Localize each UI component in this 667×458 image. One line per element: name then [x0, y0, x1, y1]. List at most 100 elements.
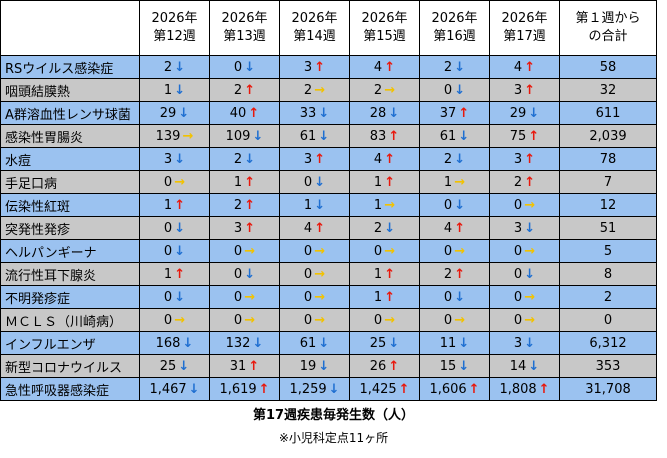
count-value: 1	[303, 197, 313, 213]
weekly-count-cell: 0 ↓	[139, 285, 210, 309]
weekly-count-cell: 28 ↓	[349, 101, 420, 125]
count-value: 3	[513, 335, 523, 351]
weekly-count-cell: 3 ↓	[489, 331, 560, 355]
table-row: 手足口病 0 → 1 ↑ 0 ↓ 1 ↑ 1 → 2 ↑ 7	[0, 170, 657, 194]
count-value: 29	[509, 105, 527, 121]
disease-report-table: 2026年 第12週 2026年 第13週 2026年 第14週 2026年 第15週 …	[0, 0, 657, 401]
trend-down-icon: ↓	[314, 197, 326, 213]
count-value: 2	[303, 82, 313, 98]
table-row: A群溶血性レンサ球菌 29 ↓ 40 ↑ 33 ↓ 28 ↓ 37 ↑ 29 ↓ 611	[0, 101, 657, 125]
trend-down-icon: ↓	[454, 59, 466, 75]
trend-down-icon: ↓	[454, 289, 466, 305]
weekly-count-cell: 0 →	[489, 285, 560, 309]
trend-up-icon: ↑	[388, 358, 400, 374]
trend-down-icon: ↓	[174, 220, 186, 236]
table-row: ヘルパンギーナ 0 ↓ 0 → 0 → 0 → 0 → 0 → 5	[0, 239, 657, 263]
weekly-count-cell: 0 →	[489, 239, 560, 263]
trend-down-icon: ↓	[188, 381, 200, 397]
weekly-count-cell: 0 →	[209, 239, 280, 263]
weekly-count-cell: 26 ↑	[349, 354, 420, 378]
trend-down-icon: ↓	[524, 266, 536, 282]
count-value: 3	[303, 151, 313, 167]
count-value: 3	[303, 59, 313, 75]
count-value: 0	[443, 312, 453, 328]
count-value: 15	[439, 358, 457, 374]
count-value: 4	[443, 220, 453, 236]
trend-down-icon: ↓	[458, 358, 470, 374]
weekly-count-cell: 31 ↑	[209, 354, 280, 378]
table-row: 水痘 3 ↓ 2 ↓ 3 ↑ 4 ↑ 2 ↓ 3 ↑ 78	[0, 147, 657, 171]
disease-name-cell: 不明発疹症	[0, 285, 140, 309]
cumulative-total-cell: 58	[559, 55, 657, 79]
disease-name-cell: 手足口病	[0, 170, 140, 194]
weekly-count-cell: 29 ↓	[489, 101, 560, 125]
header-week-17: 2026年 第17週	[489, 0, 560, 56]
count-value: 0	[513, 266, 523, 282]
trend-up-icon: ↑	[248, 105, 260, 121]
header-year: 2026年	[291, 11, 338, 26]
weekly-count-cell: 1 →	[349, 193, 420, 217]
count-value: 2	[443, 59, 453, 75]
trend-flat-icon: →	[524, 312, 536, 328]
header-year: 2026年	[221, 11, 268, 26]
trend-down-icon: ↓	[244, 266, 256, 282]
trend-flat-icon: →	[244, 289, 256, 305]
count-value: 61	[299, 335, 317, 351]
trend-down-icon: ↓	[314, 174, 326, 190]
header-year: 2026年	[151, 11, 198, 26]
weekly-count-cell: 3 ↓	[489, 216, 560, 240]
trend-up-icon: ↑	[314, 151, 326, 167]
count-value: 4	[373, 59, 383, 75]
weekly-count-cell: 0 →	[209, 285, 280, 309]
weekly-count-cell: 2 ↓	[419, 147, 490, 171]
trend-flat-icon: →	[314, 82, 326, 98]
trend-down-icon: ↓	[318, 358, 330, 374]
weekly-count-cell: 61 ↓	[279, 124, 350, 148]
trend-down-icon: ↓	[178, 358, 190, 374]
weekly-count-cell: 1 ↓	[279, 193, 350, 217]
count-value: 139	[155, 128, 181, 144]
weekly-count-cell: 0 ↓	[139, 239, 210, 263]
count-value: 29	[159, 105, 177, 121]
trend-down-icon: ↓	[318, 105, 330, 121]
cumulative-total-cell: 7	[559, 170, 657, 194]
weekly-count-cell: 4 ↑	[419, 216, 490, 240]
weekly-count-cell: 1 →	[419, 170, 490, 194]
cumulative-total-cell: 353	[559, 354, 657, 378]
count-value: 0	[513, 197, 523, 213]
header-corner-cell	[0, 0, 140, 56]
cumulative-total-cell: 6,312	[559, 331, 657, 355]
trend-down-icon: ↓	[318, 128, 330, 144]
cumulative-total-cell: 31,708	[559, 377, 657, 401]
count-value: 0	[373, 243, 383, 259]
count-value: 4	[373, 151, 383, 167]
table-row: 急性呼吸器感染症 1,467 ↓ 1,619 ↑ 1,259 ↓ 1,425 ↑ 1,606 ↑ 1,…	[0, 377, 657, 401]
cumulative-total-cell: 5	[559, 239, 657, 263]
trend-down-icon: ↓	[174, 59, 186, 75]
header-week: 第15週	[363, 29, 406, 44]
count-value: 0	[443, 82, 453, 98]
cumulative-total-cell: 78	[559, 147, 657, 171]
trend-down-icon: ↓	[182, 335, 194, 351]
count-value: 2	[373, 220, 383, 236]
trend-up-icon: ↑	[538, 381, 550, 397]
count-value: 109	[225, 128, 251, 144]
weekly-count-cell: 109 ↓	[209, 124, 280, 148]
cumulative-total-cell: 32	[559, 78, 657, 102]
count-value: 3	[513, 82, 523, 98]
weekly-count-cell: 0 ↓	[419, 193, 490, 217]
weekly-count-cell: 1,606 ↑	[419, 377, 490, 401]
trend-up-icon: ↑	[384, 174, 396, 190]
header-week: 第13週	[223, 29, 266, 44]
trend-down-icon: ↓	[174, 243, 186, 259]
trend-flat-icon: →	[174, 174, 186, 190]
weekly-count-cell: 168 ↓	[139, 331, 210, 355]
weekly-count-cell: 4 ↑	[349, 55, 420, 79]
table-caption-title: 第17週疾患毎発生数（人）	[252, 408, 415, 423]
weekly-count-cell: 2 ↓	[209, 147, 280, 171]
trend-flat-icon: →	[314, 243, 326, 259]
header-week: 第17週	[503, 29, 546, 44]
weekly-count-cell: 11 ↓	[419, 331, 490, 355]
weekly-count-cell: 15 ↓	[419, 354, 490, 378]
count-value: 1	[373, 266, 383, 282]
